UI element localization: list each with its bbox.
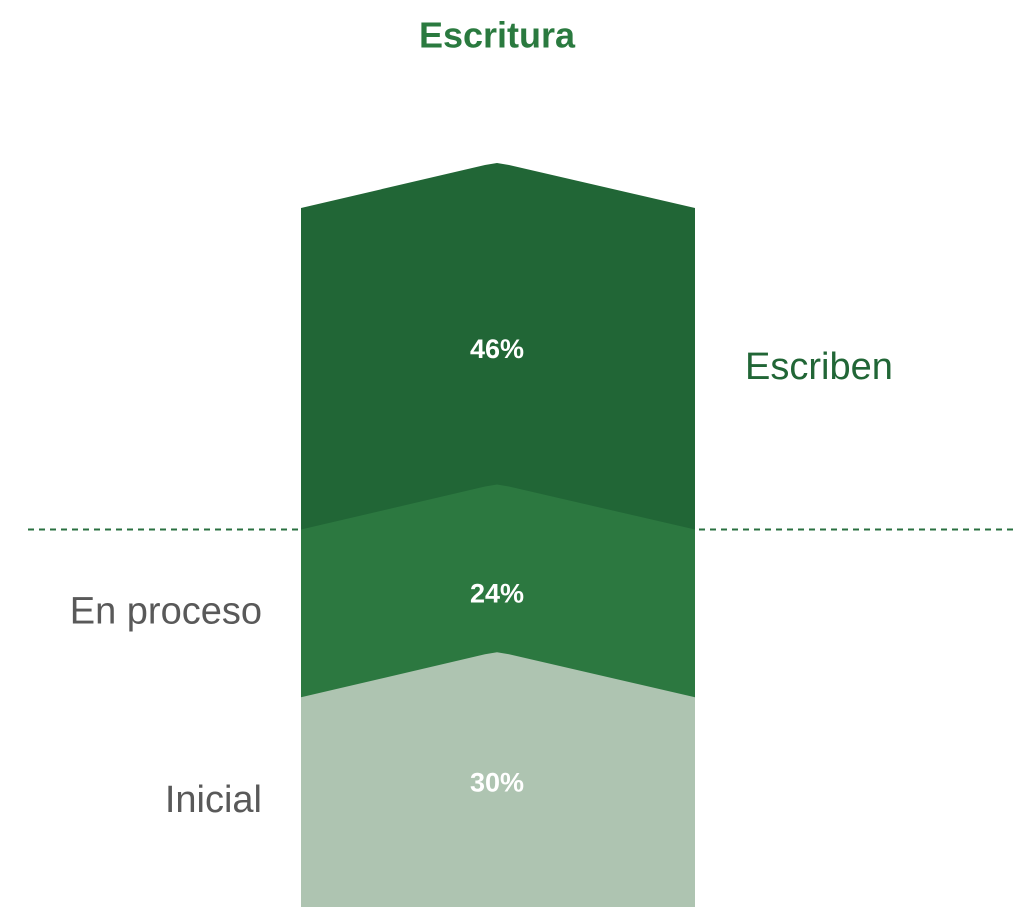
value-label: 46% — [470, 334, 524, 364]
category-label: Escriben — [745, 346, 893, 388]
value-label: 24% — [470, 579, 524, 609]
bar-segment — [301, 652, 695, 907]
chart-title: Escritura — [419, 15, 576, 56]
category-label: Inicial — [165, 779, 262, 821]
value-label: 30% — [470, 767, 524, 797]
category-label: En proceso — [70, 590, 262, 632]
